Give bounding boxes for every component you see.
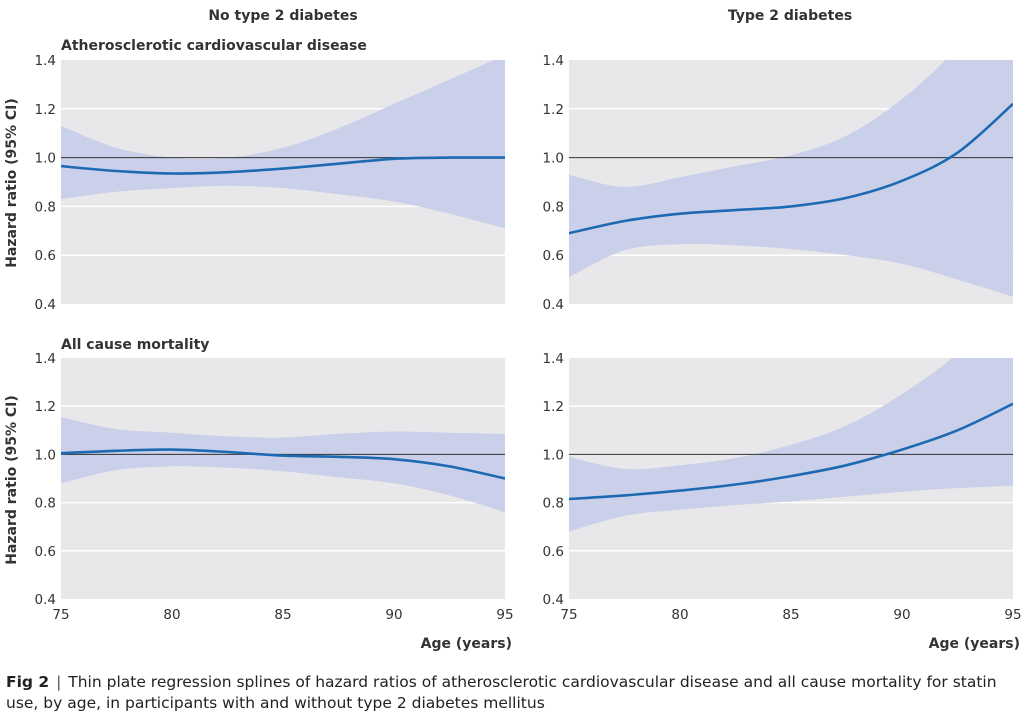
caption-divider: | <box>51 673 67 691</box>
y-axis-label-bottom: Hazard ratio (95% CI) <box>4 395 20 565</box>
plot-area <box>569 358 1013 532</box>
estimate-line <box>569 402 1013 501</box>
y-tick-label: 1.2 <box>35 399 56 415</box>
x-tick-label: 85 <box>274 607 291 623</box>
confidence-band <box>569 358 1013 532</box>
y-tick-label: 1.0 <box>543 447 564 463</box>
y-tick-label: 0.8 <box>543 496 564 512</box>
y-tick-label: 1.4 <box>35 351 56 367</box>
plot-area <box>569 60 1013 297</box>
chart-panels: 0.4 0.6 0.8 1.0 1.2 1.4 Atherosclerotic cardio… <box>35 38 1022 623</box>
chart-panel-4: 0.4 0.6 0.8 1.0 1.2 1.4 75 80 85 90 95 <box>543 351 1022 623</box>
x-axis-label-left: Age (years) <box>421 636 512 652</box>
y-tick-label: 0.4 <box>35 297 56 313</box>
plot-area <box>61 60 505 229</box>
estimate-line <box>569 102 1013 235</box>
x-tick-label: 95 <box>1004 607 1021 623</box>
y-tick-label: 1.4 <box>543 53 564 69</box>
x-tick-label: 80 <box>671 607 688 623</box>
y-tick-label: 0.6 <box>35 248 56 264</box>
caption-label: Fig 2 <box>6 673 50 691</box>
y-tick-label: 0.6 <box>543 248 564 264</box>
y-tick-label: 0.4 <box>35 592 56 608</box>
y-tick-label: 1.0 <box>35 151 56 167</box>
y-tick-label: 0.6 <box>35 544 56 560</box>
y-tick-label: 0.6 <box>543 544 564 560</box>
panel-title: All cause mortality <box>61 337 209 353</box>
chart-panel-1: 0.4 0.6 0.8 1.0 1.2 1.4 Atherosclerotic cardio… <box>35 38 505 313</box>
y-tick-label: 0.4 <box>543 592 564 608</box>
x-tick-label: 85 <box>782 607 799 623</box>
chart-panel-3: 0.4 0.6 0.8 1.0 1.2 1.4 75 80 85 90 95 All cause mo… <box>35 337 514 623</box>
panel-title: Atherosclerotic cardiovascular disease <box>61 38 367 54</box>
figure-caption: Fig 2 | Thin plate regression splines of… <box>6 672 1016 714</box>
x-tick-label: 90 <box>385 607 402 623</box>
caption-text: Thin plate regression splines of hazard … <box>6 673 997 712</box>
chart-panel-2: 0.4 0.6 0.8 1.0 1.2 1.4 <box>543 53 1013 313</box>
column-title-no-diabetes: No type 2 diabetes <box>208 8 357 24</box>
y-tick-label: 1.2 <box>543 102 564 118</box>
y-tick-label: 1.0 <box>543 151 564 167</box>
x-tick-label: 95 <box>496 607 513 623</box>
y-axis-label-top: Hazard ratio (95% CI) <box>4 98 20 268</box>
y-tick-label: 0.8 <box>35 496 56 512</box>
plot-area <box>61 417 505 513</box>
confidence-band <box>61 417 505 513</box>
y-tick-label: 1.0 <box>35 447 56 463</box>
y-tick-label: 1.4 <box>35 53 56 69</box>
x-tick-label: 90 <box>893 607 910 623</box>
y-tick-label: 0.8 <box>35 199 56 215</box>
y-tick-label: 0.8 <box>543 199 564 215</box>
x-axis-label-right: Age (years) <box>929 636 1020 652</box>
y-tick-label: 1.2 <box>543 399 564 415</box>
confidence-band <box>61 60 505 229</box>
estimate-line <box>61 156 505 175</box>
column-title-diabetes: Type 2 diabetes <box>728 8 852 24</box>
y-tick-label: 1.4 <box>543 351 564 367</box>
figure-canvas: No type 2 diabetes Type 2 diabetes Hazar… <box>4 8 1022 652</box>
x-tick-label: 75 <box>52 607 69 623</box>
confidence-band <box>569 60 1013 297</box>
estimate-line <box>61 448 505 480</box>
y-tick-label: 0.4 <box>543 297 564 313</box>
x-tick-label: 80 <box>163 607 180 623</box>
x-tick-label: 75 <box>560 607 577 623</box>
y-tick-label: 1.2 <box>35 102 56 118</box>
